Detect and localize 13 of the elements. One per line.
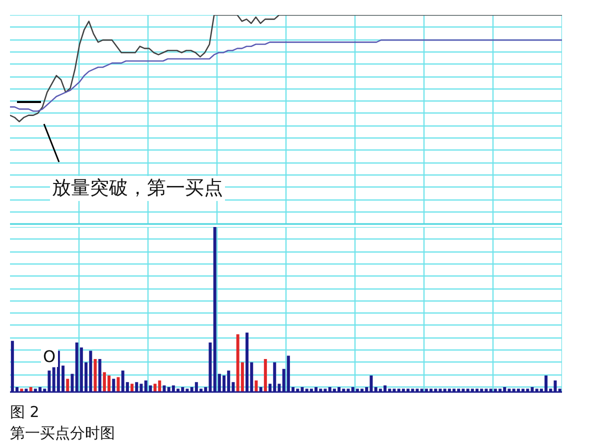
text: 第一买点分时图	[8, 423, 117, 443]
bar	[264, 359, 267, 392]
bar	[254, 380, 258, 392]
bar	[66, 378, 70, 392]
caption: 图 2	[8, 402, 42, 422]
bar	[94, 359, 97, 392]
bar	[29, 387, 32, 392]
bar	[130, 384, 134, 392]
bar	[116, 377, 120, 392]
bar	[154, 384, 157, 392]
annotation: 放量突破，第一买点	[50, 176, 225, 201]
bar	[20, 388, 24, 392]
annotation: O	[41, 346, 58, 368]
